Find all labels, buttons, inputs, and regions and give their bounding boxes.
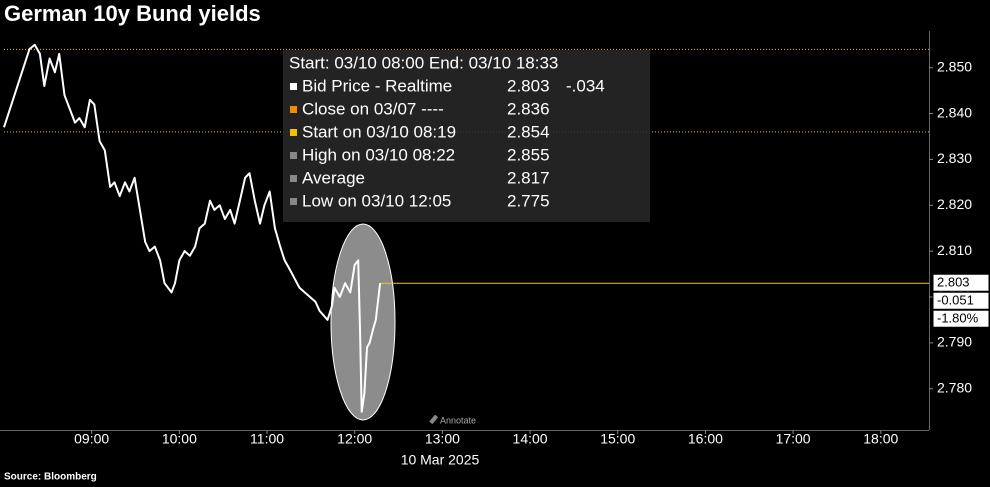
x-tick-label: 13:00 — [425, 431, 460, 447]
x-tick-label: 11:00 — [250, 431, 284, 447]
legend-header: Start: 03/10 08:00 End: 03/10 18:33 — [289, 53, 558, 72]
x-tick-label: 17:00 — [776, 431, 811, 447]
legend-marker — [290, 129, 297, 136]
annotate-icon — [429, 414, 439, 425]
legend: Bid Price - Realtime 2.803 -.034 Close on 0… — [290, 76, 605, 210]
last-label-box — [932, 309, 990, 328]
legend-value: 2.855 — [507, 145, 550, 164]
highlight-ellipse — [330, 223, 396, 421]
legend-marker — [290, 198, 297, 205]
x-tick-label: 16:00 — [688, 431, 723, 447]
annotate-label[interactable]: Annotate — [440, 415, 476, 425]
x-tick-label: 18:00 — [863, 431, 898, 447]
y-tick-label: 2.850 — [937, 58, 972, 74]
legend-marker — [290, 83, 297, 90]
y-tick-label: 2.830 — [937, 150, 972, 166]
y-tick-label: 2.790 — [937, 334, 972, 350]
legend-label: High on 03/10 08:22 — [302, 145, 455, 164]
legend-label: Average — [302, 168, 365, 187]
legend-marker — [290, 106, 297, 113]
legend-value: 2.817 — [507, 168, 550, 187]
y-tick-label: 2.780 — [937, 379, 972, 395]
y-tick-label: 2.810 — [937, 242, 972, 258]
legend-value: 2.854 — [507, 122, 550, 141]
legend-label: Low on 03/10 12:05 — [302, 191, 451, 210]
x-axis-label: 10 Mar 2025 — [401, 452, 480, 468]
x-tick-label: 10:00 — [162, 431, 197, 447]
last-labels: 2.803 -0.051 -1.80% — [932, 273, 990, 328]
last-label: -1.80% — [937, 311, 979, 326]
legend-value: 2.836 — [507, 99, 550, 118]
legend-value: 2.803 — [507, 76, 550, 95]
legend-box — [283, 50, 650, 222]
last-label-box — [932, 291, 990, 310]
y-tick-label: 2.820 — [937, 196, 972, 212]
x-tick-label: 15:00 — [600, 431, 635, 447]
last-label: 2.803 — [937, 275, 970, 290]
source: Source: Bloomberg — [4, 472, 97, 483]
legend-marker — [290, 152, 297, 159]
legend-marker — [290, 175, 297, 182]
x-tick-label: 12:00 — [337, 431, 372, 447]
x-tick-label: 09:00 — [74, 431, 109, 447]
legend-value: 2.775 — [507, 191, 550, 210]
last-label-box — [932, 273, 990, 292]
chart-title: German 10y Bund yields — [4, 1, 261, 26]
legend-label: Start on 03/10 08:19 — [302, 122, 456, 141]
x-tick-label: 14:00 — [513, 431, 548, 447]
legend-label: Bid Price - Realtime — [302, 76, 452, 95]
legend-change: -.034 — [566, 76, 605, 95]
y-tick-label: 2.840 — [937, 104, 972, 120]
legend-label: Close on 03/07 ---- — [302, 99, 444, 118]
last-label: -0.051 — [937, 293, 974, 308]
series-line — [3, 43, 382, 413]
